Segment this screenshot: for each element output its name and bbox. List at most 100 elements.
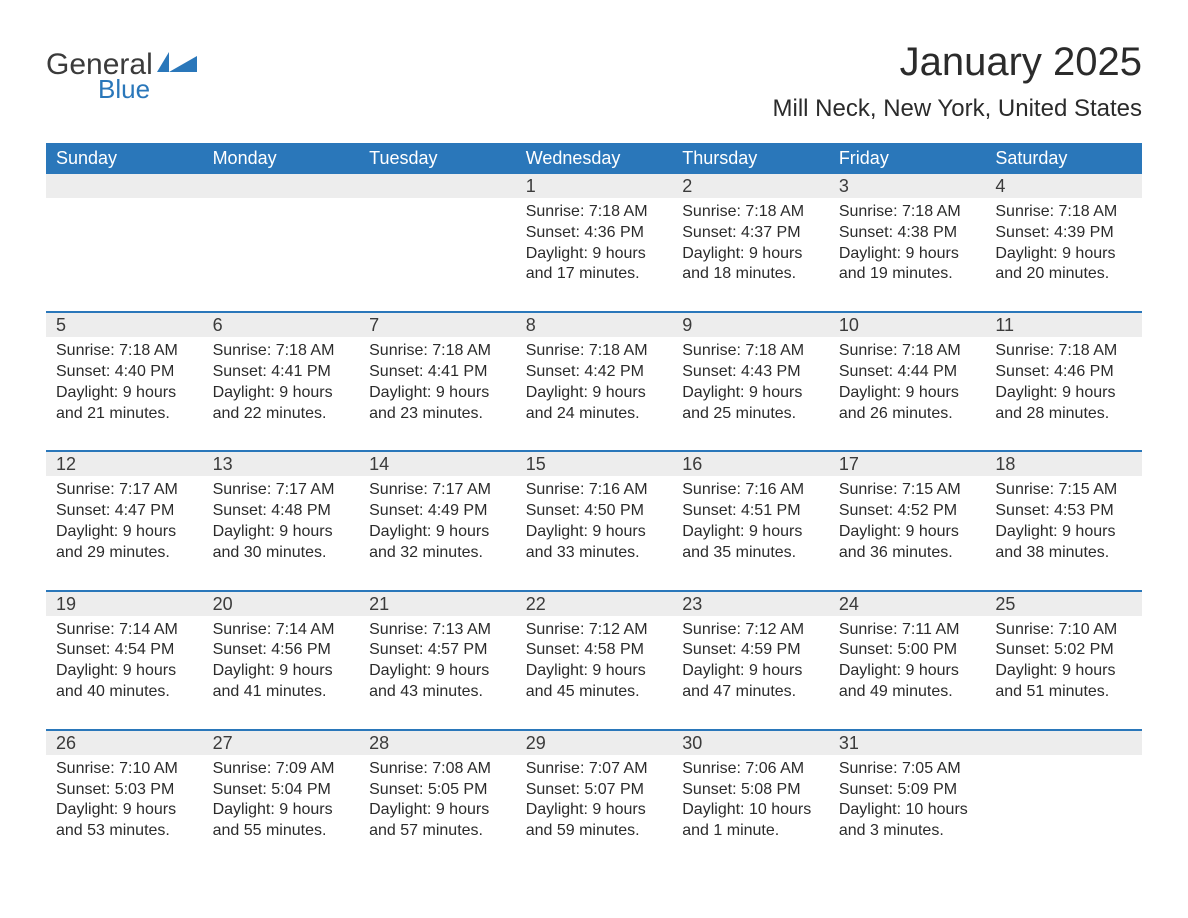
sunset-text: Sunset: 4:48 PM [213, 501, 350, 522]
daylight-text: Daylight: 9 hours and 30 minutes. [213, 522, 350, 564]
sunset-text: Sunset: 4:56 PM [213, 640, 350, 661]
sunrise-text: Sunrise: 7:17 AM [56, 480, 193, 501]
day-number-cell: 4 [985, 174, 1142, 198]
sunrise-text: Sunrise: 7:18 AM [526, 341, 663, 362]
weekday-header: Wednesday [516, 143, 673, 174]
daylight-text: Daylight: 9 hours and 24 minutes. [526, 383, 663, 425]
day-detail-cell: Sunrise: 7:18 AMSunset: 4:42 PMDaylight:… [516, 337, 673, 451]
sunrise-text: Sunrise: 7:18 AM [213, 341, 350, 362]
day-number-cell: 31 [829, 730, 986, 755]
day-detail-cell: Sunrise: 7:18 AMSunset: 4:46 PMDaylight:… [985, 337, 1142, 451]
sunset-text: Sunset: 4:58 PM [526, 640, 663, 661]
sunset-text: Sunset: 4:39 PM [995, 223, 1132, 244]
daylight-text: Daylight: 9 hours and 41 minutes. [213, 661, 350, 703]
day-number-cell: 3 [829, 174, 986, 198]
day-number-cell: 20 [203, 591, 360, 616]
daylight-text: Daylight: 9 hours and 21 minutes. [56, 383, 193, 425]
sunset-text: Sunset: 4:36 PM [526, 223, 663, 244]
sunset-text: Sunset: 5:07 PM [526, 780, 663, 801]
sunrise-text: Sunrise: 7:18 AM [995, 202, 1132, 223]
day-detail-cell: Sunrise: 7:10 AMSunset: 5:03 PMDaylight:… [46, 755, 203, 868]
daylight-text: Daylight: 9 hours and 57 minutes. [369, 800, 506, 842]
daylight-text: Daylight: 9 hours and 49 minutes. [839, 661, 976, 703]
sunset-text: Sunset: 4:53 PM [995, 501, 1132, 522]
day-number-cell [985, 730, 1142, 755]
sunrise-text: Sunrise: 7:16 AM [682, 480, 819, 501]
day-number-cell: 24 [829, 591, 986, 616]
sunset-text: Sunset: 4:46 PM [995, 362, 1132, 383]
sunset-text: Sunset: 4:47 PM [56, 501, 193, 522]
sunrise-text: Sunrise: 7:14 AM [213, 620, 350, 641]
sunrise-text: Sunrise: 7:08 AM [369, 759, 506, 780]
day-detail-cell: Sunrise: 7:08 AMSunset: 5:05 PMDaylight:… [359, 755, 516, 868]
sunset-text: Sunset: 4:51 PM [682, 501, 819, 522]
day-number-row: 262728293031 [46, 730, 1142, 755]
day-number-cell: 18 [985, 451, 1142, 476]
day-detail-row: Sunrise: 7:10 AMSunset: 5:03 PMDaylight:… [46, 755, 1142, 868]
day-detail-cell [46, 198, 203, 312]
day-number-cell: 23 [672, 591, 829, 616]
day-detail-cell: Sunrise: 7:13 AMSunset: 4:57 PMDaylight:… [359, 616, 516, 730]
daylight-text: Daylight: 9 hours and 53 minutes. [56, 800, 193, 842]
brand-blue: Blue [98, 74, 150, 105]
month-title: January 2025 [773, 40, 1142, 85]
weekday-header: Friday [829, 143, 986, 174]
sunset-text: Sunset: 4:38 PM [839, 223, 976, 244]
sunrise-text: Sunrise: 7:18 AM [995, 341, 1132, 362]
sunrise-text: Sunrise: 7:07 AM [526, 759, 663, 780]
daylight-text: Daylight: 9 hours and 19 minutes. [839, 244, 976, 286]
daylight-text: Daylight: 9 hours and 28 minutes. [995, 383, 1132, 425]
day-detail-cell: Sunrise: 7:10 AMSunset: 5:02 PMDaylight:… [985, 616, 1142, 730]
day-number-cell: 2 [672, 174, 829, 198]
sunset-text: Sunset: 5:09 PM [839, 780, 976, 801]
day-detail-cell: Sunrise: 7:06 AMSunset: 5:08 PMDaylight:… [672, 755, 829, 868]
day-number-cell [359, 174, 516, 198]
sunrise-text: Sunrise: 7:14 AM [56, 620, 193, 641]
daylight-text: Daylight: 9 hours and 26 minutes. [839, 383, 976, 425]
sunset-text: Sunset: 5:03 PM [56, 780, 193, 801]
sunset-text: Sunset: 4:42 PM [526, 362, 663, 383]
day-number-cell: 13 [203, 451, 360, 476]
sunset-text: Sunset: 4:43 PM [682, 362, 819, 383]
day-detail-cell: Sunrise: 7:18 AMSunset: 4:41 PMDaylight:… [359, 337, 516, 451]
sunset-text: Sunset: 5:04 PM [213, 780, 350, 801]
day-number-cell: 16 [672, 451, 829, 476]
day-number-cell: 28 [359, 730, 516, 755]
day-detail-cell: Sunrise: 7:16 AMSunset: 4:50 PMDaylight:… [516, 476, 673, 590]
sunrise-text: Sunrise: 7:18 AM [526, 202, 663, 223]
sunrise-text: Sunrise: 7:18 AM [839, 341, 976, 362]
sunrise-text: Sunrise: 7:18 AM [682, 202, 819, 223]
daylight-text: Daylight: 9 hours and 40 minutes. [56, 661, 193, 703]
daylight-text: Daylight: 9 hours and 45 minutes. [526, 661, 663, 703]
day-number-cell: 19 [46, 591, 203, 616]
sunrise-text: Sunrise: 7:10 AM [56, 759, 193, 780]
daylight-text: Daylight: 9 hours and 33 minutes. [526, 522, 663, 564]
day-detail-cell: Sunrise: 7:17 AMSunset: 4:49 PMDaylight:… [359, 476, 516, 590]
day-detail-cell: Sunrise: 7:17 AMSunset: 4:48 PMDaylight:… [203, 476, 360, 590]
day-detail-cell: Sunrise: 7:18 AMSunset: 4:40 PMDaylight:… [46, 337, 203, 451]
daylight-text: Daylight: 9 hours and 59 minutes. [526, 800, 663, 842]
day-number-cell: 14 [359, 451, 516, 476]
sunrise-text: Sunrise: 7:09 AM [213, 759, 350, 780]
day-number-cell: 7 [359, 312, 516, 337]
day-number-row: 12131415161718 [46, 451, 1142, 476]
day-detail-cell: Sunrise: 7:18 AMSunset: 4:38 PMDaylight:… [829, 198, 986, 312]
day-number-cell: 6 [203, 312, 360, 337]
day-number-cell: 5 [46, 312, 203, 337]
sunset-text: Sunset: 4:37 PM [682, 223, 819, 244]
sunrise-text: Sunrise: 7:17 AM [369, 480, 506, 501]
day-detail-cell: Sunrise: 7:15 AMSunset: 4:53 PMDaylight:… [985, 476, 1142, 590]
day-detail-cell: Sunrise: 7:14 AMSunset: 4:56 PMDaylight:… [203, 616, 360, 730]
day-number-cell: 15 [516, 451, 673, 476]
daylight-text: Daylight: 9 hours and 38 minutes. [995, 522, 1132, 564]
weekday-header: Monday [203, 143, 360, 174]
daylight-text: Daylight: 9 hours and 35 minutes. [682, 522, 819, 564]
daylight-text: Daylight: 9 hours and 22 minutes. [213, 383, 350, 425]
day-number-row: 19202122232425 [46, 591, 1142, 616]
day-number-cell: 29 [516, 730, 673, 755]
daylight-text: Daylight: 9 hours and 25 minutes. [682, 383, 819, 425]
sunrise-text: Sunrise: 7:17 AM [213, 480, 350, 501]
day-detail-cell: Sunrise: 7:16 AMSunset: 4:51 PMDaylight:… [672, 476, 829, 590]
daylight-text: Daylight: 9 hours and 55 minutes. [213, 800, 350, 842]
sunset-text: Sunset: 5:08 PM [682, 780, 819, 801]
